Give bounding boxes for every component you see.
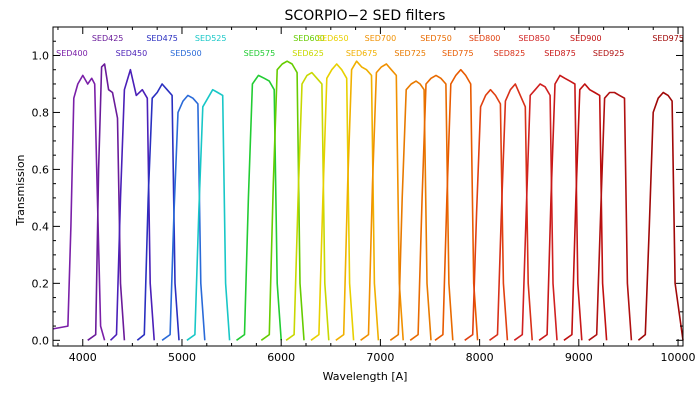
filter-label-sed975: SED975 — [652, 34, 684, 43]
filter-label-sed475: SED475 — [146, 34, 178, 43]
series-line-sed425 — [87, 63, 126, 341]
filter-label-sed725: SED725 — [394, 49, 426, 58]
series-line-sed925 — [588, 91, 633, 341]
filter-label-sed925: SED925 — [593, 49, 625, 58]
filter-label-sed650: SED650 — [317, 34, 349, 43]
series-line-sed700 — [360, 63, 404, 341]
filter-label-sed500: SED500 — [170, 49, 202, 58]
filter-label-sed875: SED875 — [544, 49, 576, 58]
x-tick-label: 4000 — [69, 351, 97, 364]
filter-label-sed700: SED700 — [365, 34, 397, 43]
filter-label-sed525: SED525 — [195, 34, 227, 43]
y-tick-label: 1.0 — [32, 49, 50, 62]
series-line-sed775 — [434, 68, 479, 341]
x-tick-label: 5000 — [168, 351, 196, 364]
series-line-sed475 — [136, 83, 180, 341]
x-tick-label: 8000 — [466, 351, 494, 364]
series-layer — [52, 60, 684, 341]
y-tick-label: 0.0 — [32, 334, 50, 347]
filter-label-sed900: SED900 — [570, 34, 602, 43]
filter-label-sed800: SED800 — [469, 34, 501, 43]
y-tick-label: 0.6 — [32, 163, 50, 176]
filter-label-sed675: SED675 — [346, 49, 378, 58]
filter-label-sed450: SED450 — [116, 49, 148, 58]
axes-layer: 4000 5000 6000 7000 8000 9000 10000 0.0 0.2 0.4 0.… — [32, 26, 696, 364]
x-axis-label: Wavelength [A] — [323, 370, 408, 383]
series-line-sed975 — [637, 91, 684, 341]
x-tick-label: 7000 — [366, 351, 394, 364]
filter-label-sed575: SED575 — [244, 49, 276, 58]
filter-label-sed775: SED775 — [442, 49, 474, 58]
series-line-sed525 — [186, 88, 231, 341]
filter-label-sed600: SED600 — [293, 34, 325, 43]
x-tick-label: 10000 — [661, 351, 696, 364]
y-axis-label: Transmission — [14, 154, 27, 226]
filter-label-sed625: SED625 — [292, 49, 324, 58]
x-tick-label: 6000 — [267, 351, 295, 364]
x-tick-label: 9000 — [565, 351, 593, 364]
y-tick-label: 0.4 — [32, 220, 50, 233]
filter-label-sed850: SED850 — [518, 34, 550, 43]
filter-label-sed825: SED825 — [494, 49, 526, 58]
series-line-sed725 — [389, 80, 432, 341]
filter-label-sed425: SED425 — [92, 34, 124, 43]
plot-frame — [52, 26, 684, 347]
filter-label-sed750: SED750 — [420, 34, 452, 43]
filter-label-sed400: SED400 — [56, 49, 88, 58]
y-tick-label: 0.2 — [32, 277, 50, 290]
y-tick-label: 0.8 — [32, 106, 50, 119]
chart-title: SCORPIO−2 SED filters — [285, 8, 446, 24]
series-line-sed575 — [236, 74, 282, 341]
